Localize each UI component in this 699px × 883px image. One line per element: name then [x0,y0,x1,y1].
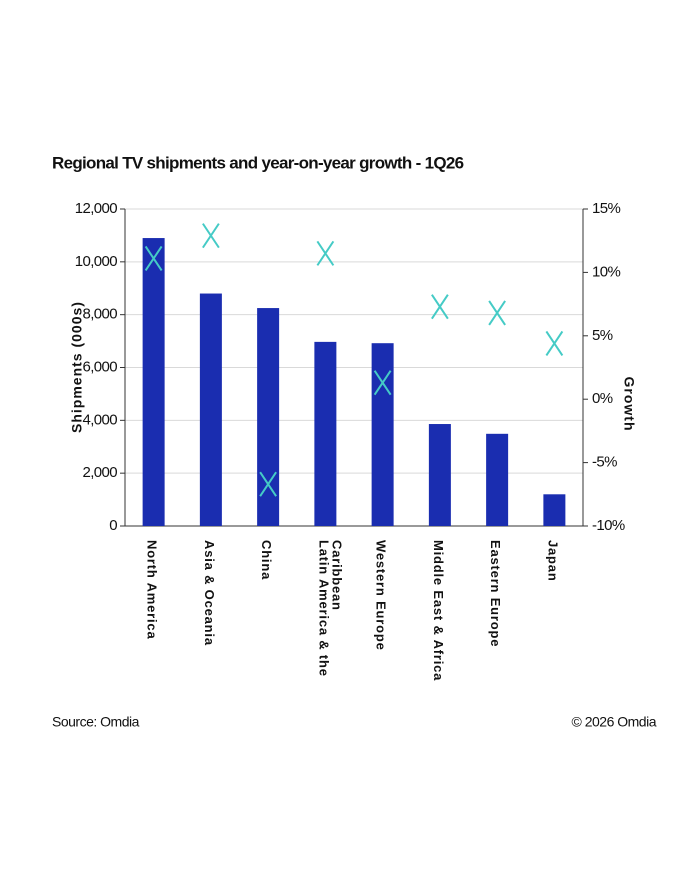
y-tick-label: 6,000 [82,358,117,375]
y2-tick-label: 0% [592,390,613,407]
x-tick-label: Japan [545,540,561,582]
growth-marker [144,245,163,272]
growth-marker [545,330,564,356]
y2-tick-label: 5% [592,327,613,344]
growth-marker [202,223,220,249]
bar [371,343,394,526]
x-tick-label: Middle East & Africa [430,540,446,682]
growth-marker [316,240,335,266]
growth-marker [488,300,506,326]
growth-marker [431,294,449,320]
x-tick-label: Latin America & the Caribbean [316,540,345,677]
y2-tick-label: -10% [592,517,625,534]
y-tick-label: 12,000 [75,200,118,217]
y2-tick-label: 10% [592,263,620,280]
y-axis-label: Shipments (000s) [69,301,85,433]
y2-tick-label: -5% [592,454,617,471]
bar [257,308,280,526]
y2-axis-label: Growth [621,377,637,432]
bar [428,424,451,526]
x-tick-label: North America [144,540,160,640]
x-tick-label: China [259,540,275,581]
x-tick-label: Eastern Europe [488,540,504,648]
growth-marker [259,471,277,497]
x-tick-label: Asia & Oceania [201,540,217,646]
bar [543,494,566,526]
y-tick-label: 4,000 [82,411,117,428]
bar [199,293,222,526]
copyright-note: © 2026 Omdia [572,714,657,730]
bar [314,341,337,526]
source-note: Source: Omdia [52,714,140,730]
growth-marker [373,370,392,396]
bar [142,238,165,526]
y-tick-label: 0 [109,517,117,534]
y-tick-label: 10,000 [75,253,118,270]
bar [486,433,509,526]
x-tick-label: Western Europe [373,540,389,651]
y2-tick-label: 15% [592,200,620,217]
y-tick-label: 2,000 [82,464,117,481]
y-tick-label: 8,000 [82,306,117,323]
chart-title: Regional TV shipments and year-on-year g… [52,153,464,172]
